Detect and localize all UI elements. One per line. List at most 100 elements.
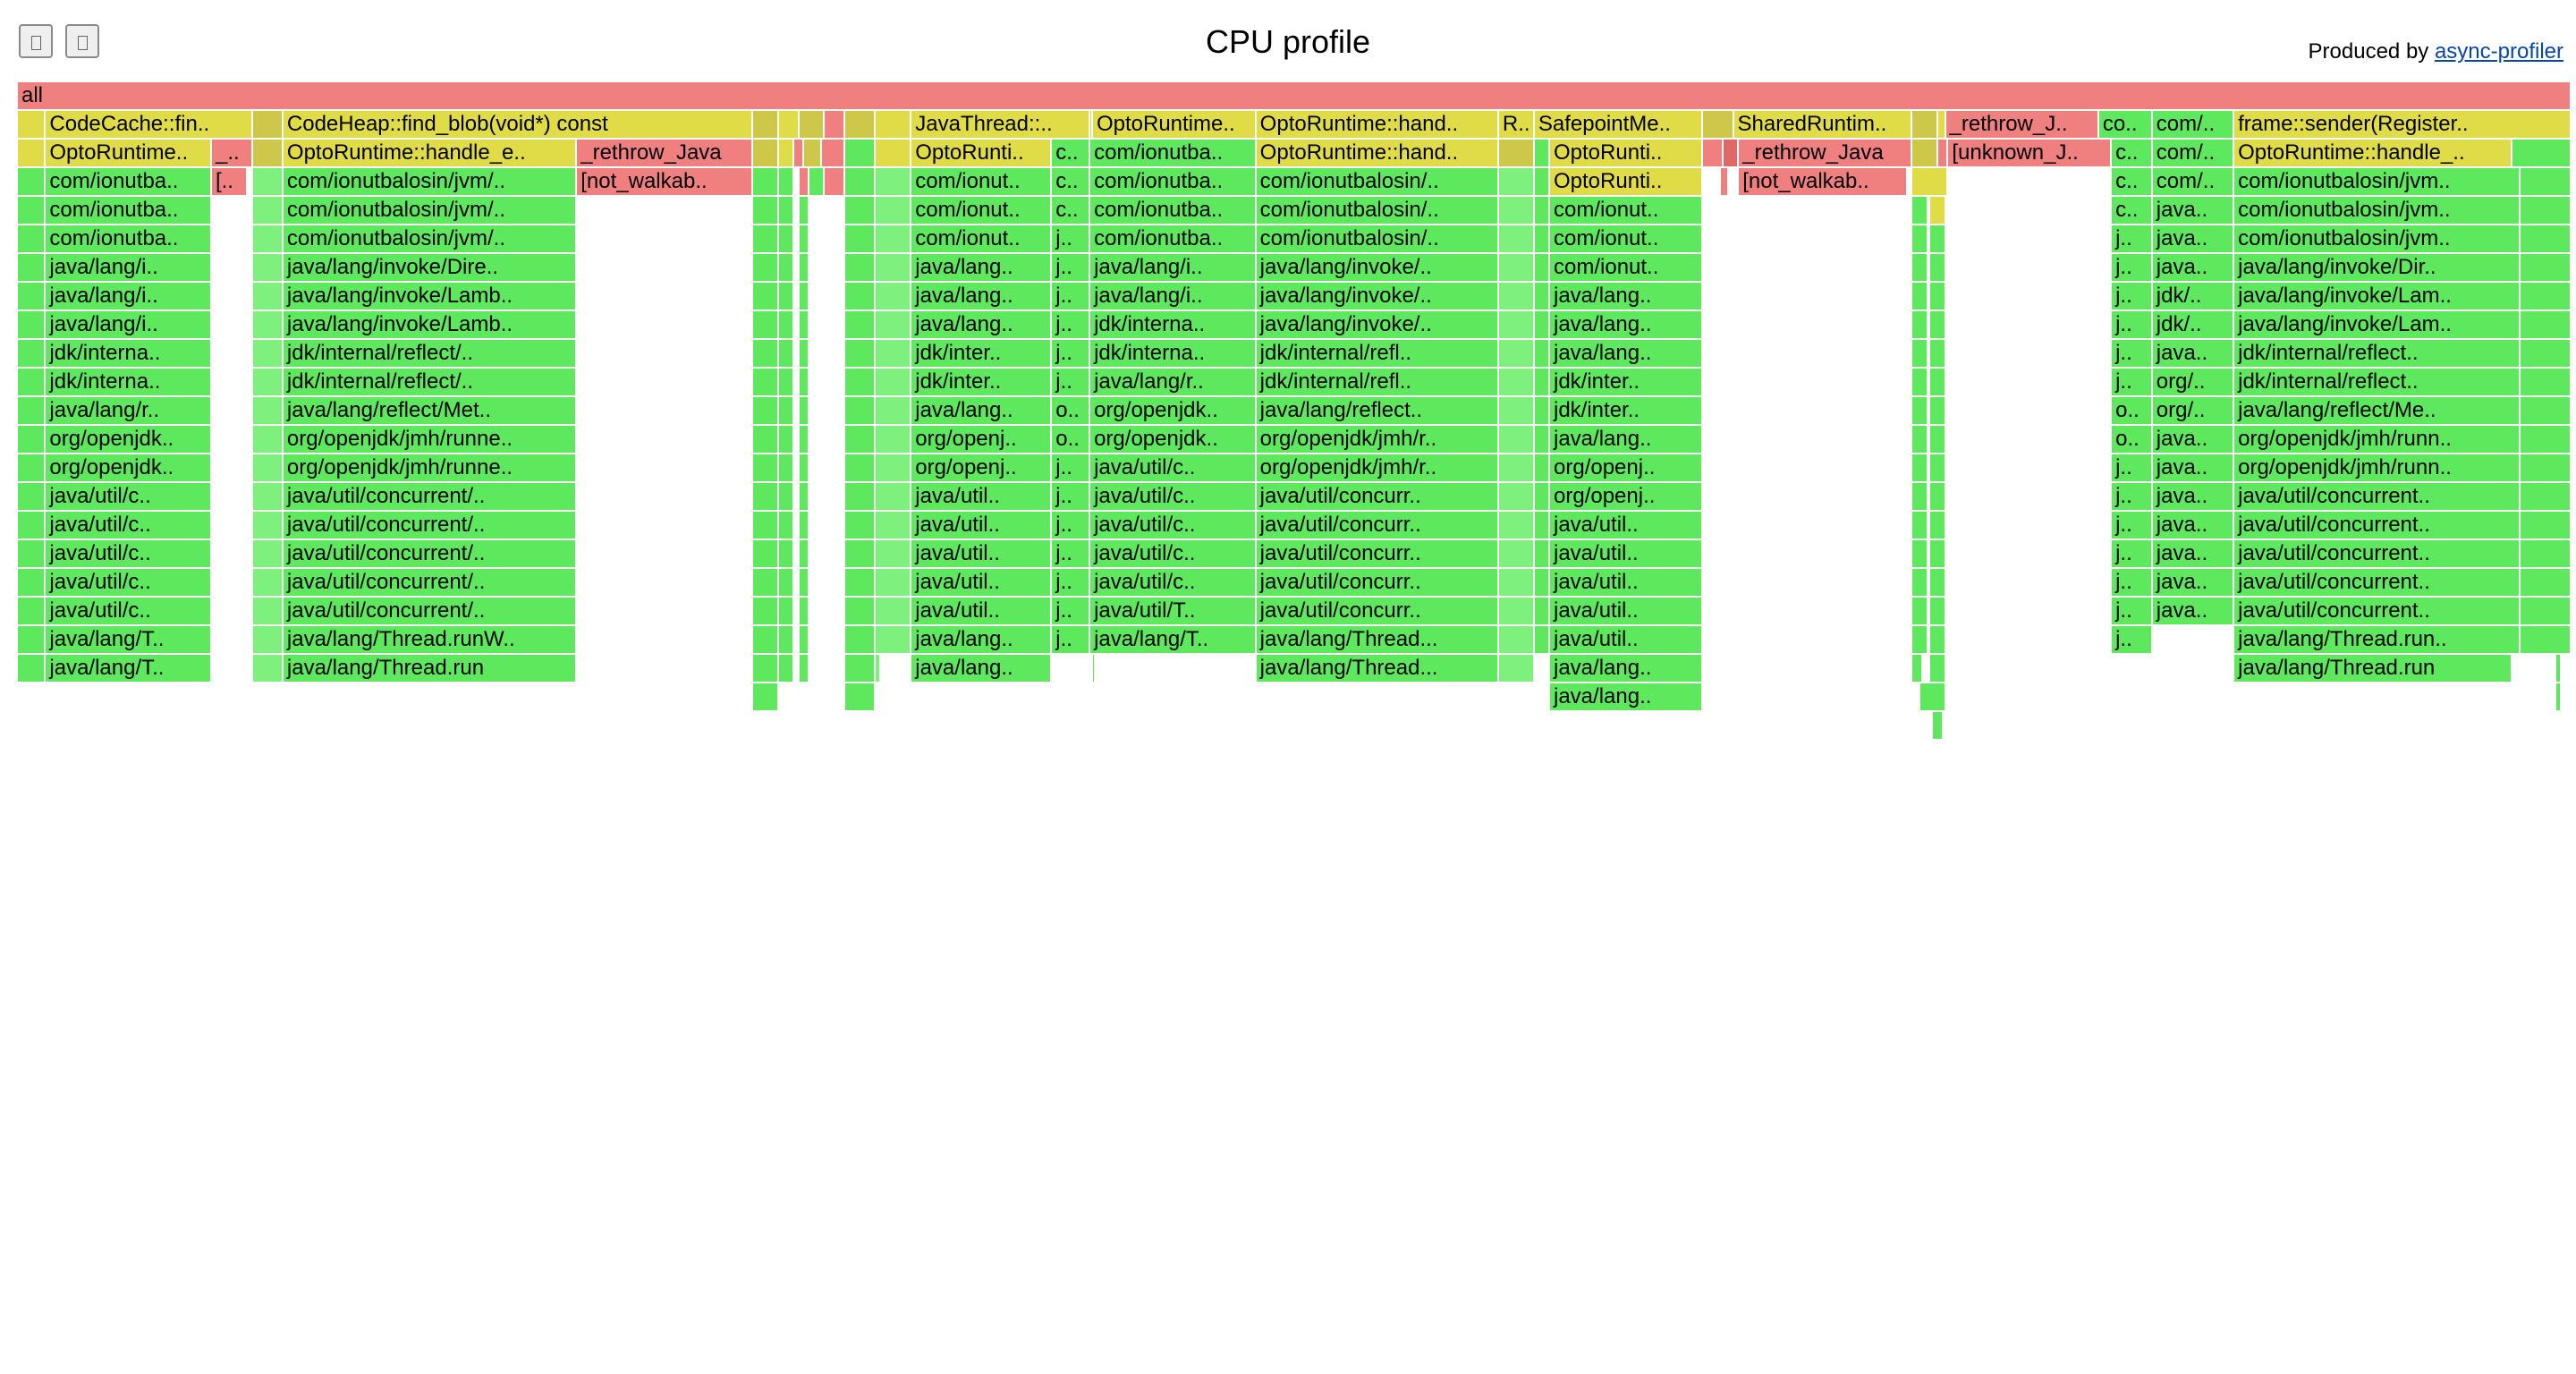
flame-frame[interactable]	[799, 340, 810, 367]
flame-frame[interactable]	[778, 254, 794, 281]
flame-frame[interactable]	[799, 225, 810, 252]
flame-frame[interactable]: OptoRuntime..	[1092, 111, 1257, 138]
flame-frame[interactable]	[1498, 655, 1535, 682]
flame-frame[interactable]	[1930, 283, 1946, 310]
flame-frame[interactable]: o..	[2112, 397, 2153, 424]
flame-frame[interactable]	[845, 655, 877, 682]
flame-frame[interactable]	[799, 369, 810, 395]
flame-frame[interactable]	[1498, 397, 1535, 424]
flame-frame[interactable]: frame::sender(Register..	[2234, 111, 2572, 138]
flame-frame[interactable]	[753, 283, 779, 310]
flame-frame[interactable]	[1912, 397, 1928, 424]
flame-frame[interactable]	[753, 454, 779, 481]
flame-frame[interactable]	[1912, 111, 1938, 138]
flame-frame[interactable]	[845, 340, 877, 367]
flame-frame[interactable]	[778, 569, 794, 596]
flame-frame[interactable]	[1930, 254, 1946, 281]
flame-frame[interactable]	[1930, 311, 1946, 338]
flame-frame[interactable]: com/ionutbalosin/jvm/..	[283, 168, 578, 195]
flame-frame[interactable]	[2520, 283, 2572, 310]
flame-frame[interactable]: java/util/c..	[46, 512, 212, 539]
flame-frame[interactable]	[1534, 369, 1550, 395]
flame-frame[interactable]: org/openjdk/jmh/runn..	[2234, 454, 2521, 481]
flame-frame[interactable]	[799, 569, 810, 596]
flame-frame[interactable]	[18, 598, 47, 624]
flame-frame[interactable]	[753, 426, 779, 453]
flame-frame[interactable]	[1498, 569, 1535, 596]
flame-frame[interactable]	[778, 111, 800, 138]
flame-frame[interactable]	[1703, 111, 1734, 138]
flame-frame[interactable]	[18, 626, 47, 653]
flame-frame[interactable]: j..	[2112, 283, 2153, 310]
flame-frame[interactable]	[753, 369, 779, 395]
flame-frame[interactable]: java/util/concurr..	[1256, 540, 1499, 567]
flame-frame[interactable]: java/lang/invoke/..	[1256, 254, 1499, 281]
flame-frame[interactable]: j..	[2112, 512, 2153, 539]
flame-frame[interactable]: j..	[1052, 311, 1091, 338]
flame-frame[interactable]: java/lang/invoke/Lam..	[2234, 283, 2521, 310]
flame-frame[interactable]: java/util..	[1550, 512, 1704, 539]
flame-frame[interactable]	[1937, 111, 1946, 138]
flame-frame[interactable]: java/lang/i..	[46, 311, 212, 338]
flame-frame[interactable]	[804, 140, 823, 166]
flame-frame[interactable]	[1933, 712, 1944, 739]
flame-frame[interactable]: java/util/c..	[1090, 483, 1257, 510]
flame-frame[interactable]	[18, 197, 47, 224]
flame-frame[interactable]: com/ionutba..	[1090, 197, 1257, 224]
flame-frame[interactable]: java/util..	[1550, 540, 1704, 567]
flame-frame[interactable]: com/ionutba..	[1090, 168, 1257, 195]
flame-frame[interactable]: org/openjdk/jmh/runne..	[283, 454, 578, 481]
flame-frame[interactable]	[1534, 454, 1550, 481]
flame-frame[interactable]	[799, 254, 810, 281]
flame-frame[interactable]	[18, 397, 47, 424]
flame-frame[interactable]	[1703, 140, 1724, 166]
flame-frame[interactable]: java/util/concurrent..	[2234, 540, 2521, 567]
flame-frame[interactable]: jdk/inter..	[911, 340, 1053, 367]
flame-frame[interactable]	[1498, 483, 1535, 510]
flame-frame[interactable]: j..	[2112, 340, 2153, 367]
flame-frame[interactable]: CodeHeap::find_blob(void*) const	[283, 111, 754, 138]
flame-frame[interactable]	[252, 283, 284, 310]
flame-frame[interactable]	[1721, 168, 1729, 195]
flame-frame[interactable]: jdk/..	[2152, 283, 2235, 310]
flame-frame[interactable]	[778, 369, 794, 395]
flame-frame[interactable]	[876, 397, 912, 424]
flame-frame[interactable]: org/openjdk..	[1090, 426, 1257, 453]
flame-frame[interactable]	[1930, 369, 1946, 395]
flame-frame[interactable]: java/util/concurrent/..	[283, 483, 578, 510]
flame-frame[interactable]	[799, 626, 810, 653]
flame-frame[interactable]: java/util..	[911, 483, 1053, 510]
flame-frame[interactable]	[753, 254, 779, 281]
flame-frame[interactable]	[1930, 225, 1946, 252]
flame-frame[interactable]	[18, 483, 47, 510]
flame-frame[interactable]	[18, 454, 47, 481]
flame-frame[interactable]	[18, 283, 47, 310]
flame-frame[interactable]: com/..	[2152, 111, 2235, 138]
flame-frame[interactable]: java/util/concurrent/..	[283, 598, 578, 624]
flame-frame[interactable]: jdk/internal/reflect..	[2234, 340, 2521, 367]
flame-frame[interactable]	[845, 483, 877, 510]
flame-frame[interactable]	[778, 598, 794, 624]
flame-frame[interactable]	[799, 283, 810, 310]
flame-frame[interactable]: j..	[1052, 283, 1091, 310]
flame-frame[interactable]: _rethrow_J..	[1945, 111, 2099, 138]
flame-frame[interactable]: _rethrow_Java	[577, 140, 754, 166]
flame-frame[interactable]: [..	[211, 168, 248, 195]
flame-frame[interactable]: java/lang/invoke/..	[1256, 311, 1499, 338]
flame-frame[interactable]	[753, 340, 779, 367]
flame-frame[interactable]	[1937, 140, 1949, 166]
flame-frame[interactable]: java/lang/Thread.runW..	[283, 626, 578, 653]
flame-frame[interactable]: j..	[1052, 626, 1091, 653]
flame-frame[interactable]	[18, 569, 47, 596]
flame-frame[interactable]	[778, 340, 794, 367]
flame-frame[interactable]	[778, 540, 794, 567]
flame-frame[interactable]	[1498, 369, 1535, 395]
flame-frame[interactable]	[1498, 512, 1535, 539]
flame-frame[interactable]	[876, 598, 912, 624]
flame-frame[interactable]	[778, 655, 794, 682]
flame-frame[interactable]: [unknown_J..	[1948, 140, 2113, 166]
flame-frame[interactable]	[778, 283, 794, 310]
flame-frame[interactable]	[1912, 168, 1949, 195]
flame-frame[interactable]: com/..	[2152, 140, 2235, 166]
flame-frame[interactable]: com/ionutbalosin/..	[1256, 225, 1499, 252]
